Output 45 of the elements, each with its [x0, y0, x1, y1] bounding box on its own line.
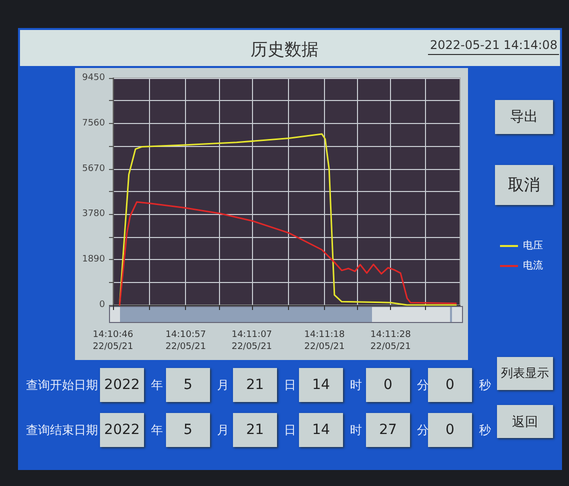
text: 秒 [479, 422, 491, 439]
x-tick-label: 14:11:07 22/05/21 [232, 330, 272, 352]
y-tick-label: 0 [99, 300, 106, 310]
text: 5 [166, 413, 210, 447]
text: 年 [151, 422, 163, 439]
text: 0 [428, 368, 472, 402]
legend-label: 电流 [523, 260, 543, 272]
text: 日 [284, 377, 296, 394]
x-tick-label: 14:11:18 22/05/21 [304, 330, 345, 352]
x-tick-label: 14:10:57 22/05/21 [165, 330, 206, 352]
text: 5 [166, 368, 210, 402]
text: 年 [151, 377, 163, 394]
text: 21 [233, 413, 277, 447]
text: 查询开始日期 [26, 377, 98, 394]
text: 返回 [497, 405, 553, 438]
text: 月 [217, 377, 229, 394]
text: 取消 [495, 165, 553, 205]
text: 分 [417, 422, 429, 439]
text: 2022 [100, 413, 144, 447]
text: 秒 [479, 377, 491, 394]
text: 时 [350, 422, 362, 439]
text: 月 [217, 422, 229, 439]
text: 列表显示 [497, 357, 553, 390]
y-tick-label: 3780 [82, 209, 106, 220]
chart-title: 历史数据 [250, 40, 318, 60]
y-tick-label: 9450 [82, 73, 106, 83]
text: 0 [366, 368, 410, 402]
text: 2022-05-21 14:14:08 [428, 38, 560, 55]
text: 时 [350, 377, 362, 394]
x-tick-label: 14:10:46 22/05/21 [92, 330, 134, 352]
legend-label: 电压 [523, 240, 543, 252]
text: 导出 [495, 100, 553, 134]
text: 0 [428, 413, 472, 447]
y-tick-label: 5670 [82, 164, 106, 174]
y-tick-label: 1890 [82, 254, 106, 265]
text: 分 [417, 377, 429, 394]
text: 14 [299, 368, 343, 402]
y-tick-label: 7560 [82, 118, 106, 128]
text: 14 [299, 413, 343, 447]
text: 21 [233, 368, 277, 402]
text: 27 [366, 413, 410, 447]
x-tick-label: 14:11:28 22/05/21 [370, 330, 412, 352]
text: 查询结束日期 [26, 422, 98, 439]
text: 2022 [100, 368, 144, 402]
text: 日 [284, 422, 296, 439]
